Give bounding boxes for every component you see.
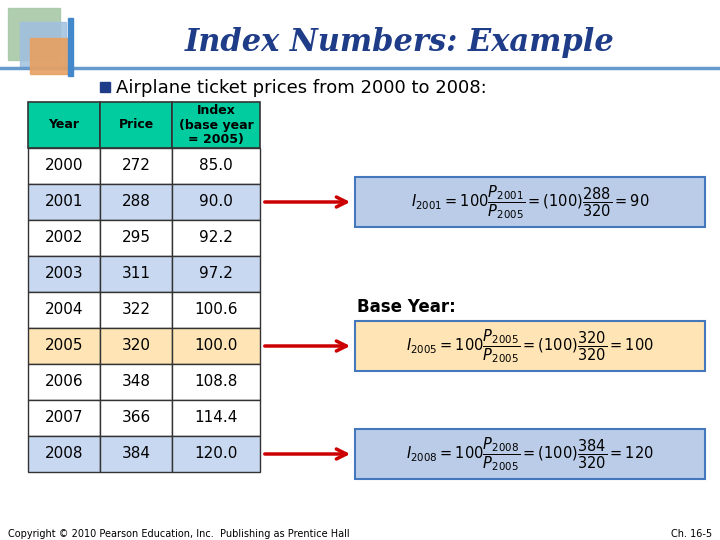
Bar (20, 22, 66, 68)
Bar (28, 364, 100, 400)
Text: 2002: 2002 (45, 231, 84, 246)
Text: 92.2: 92.2 (199, 231, 233, 246)
Bar (68, 18, 73, 76)
Text: 120.0: 120.0 (194, 447, 238, 462)
Bar (28, 436, 100, 472)
Text: Index Numbers: Example: Index Numbers: Example (185, 26, 615, 57)
Text: 2001: 2001 (45, 194, 84, 210)
Text: Airplane ticket prices from 2000 to 2008:: Airplane ticket prices from 2000 to 2008… (116, 79, 487, 97)
Text: 2000: 2000 (45, 159, 84, 173)
Text: 348: 348 (122, 375, 150, 389)
FancyBboxPatch shape (355, 321, 705, 371)
Text: 2007: 2007 (45, 410, 84, 426)
Text: 100.0: 100.0 (194, 339, 238, 354)
Text: $\mathit{I}_{2008} = 100\dfrac{P_{2008}}{P_{2005}} = (100)\dfrac{384}{320} = 120: $\mathit{I}_{2008} = 100\dfrac{P_{2008}}… (406, 435, 654, 473)
Text: 2005: 2005 (45, 339, 84, 354)
Bar (100, 256, 172, 292)
Text: 322: 322 (122, 302, 150, 318)
Bar (100, 436, 172, 472)
Bar (172, 220, 260, 256)
Text: Copyright © 2010 Pearson Education, Inc.  Publishing as Prentice Hall: Copyright © 2010 Pearson Education, Inc.… (8, 529, 350, 539)
Bar (28, 220, 100, 256)
Text: 311: 311 (122, 267, 150, 281)
Bar (100, 328, 172, 364)
Bar (172, 328, 260, 364)
Bar (28, 256, 100, 292)
Bar (100, 184, 172, 220)
Bar (172, 102, 260, 148)
Bar (172, 436, 260, 472)
Bar (172, 256, 260, 292)
Bar (100, 102, 172, 148)
FancyBboxPatch shape (355, 429, 705, 479)
Bar (100, 292, 172, 328)
Text: 2003: 2003 (45, 267, 84, 281)
Text: 97.2: 97.2 (199, 267, 233, 281)
Text: 2004: 2004 (45, 302, 84, 318)
Bar (172, 400, 260, 436)
Text: 100.6: 100.6 (194, 302, 238, 318)
Text: 85.0: 85.0 (199, 159, 233, 173)
Text: 384: 384 (122, 447, 150, 462)
Text: Year: Year (48, 118, 79, 132)
Text: 288: 288 (122, 194, 150, 210)
Bar (28, 292, 100, 328)
Bar (100, 400, 172, 436)
Text: 90.0: 90.0 (199, 194, 233, 210)
Bar (172, 148, 260, 184)
Bar (172, 292, 260, 328)
Text: Base Year:: Base Year: (357, 298, 456, 316)
Text: 2008: 2008 (45, 447, 84, 462)
FancyBboxPatch shape (355, 177, 705, 227)
Text: Ch. 16-5: Ch. 16-5 (671, 529, 712, 539)
Bar (100, 220, 172, 256)
Bar (28, 400, 100, 436)
Bar (100, 148, 172, 184)
Bar (100, 82, 110, 92)
Bar (28, 184, 100, 220)
Text: 366: 366 (122, 410, 150, 426)
Bar (100, 364, 172, 400)
Text: Price: Price (118, 118, 153, 132)
Bar (172, 184, 260, 220)
Text: Index
(base year
= 2005): Index (base year = 2005) (179, 104, 253, 146)
Bar (28, 102, 100, 148)
Text: 272: 272 (122, 159, 150, 173)
Bar (172, 364, 260, 400)
Text: 320: 320 (122, 339, 150, 354)
Bar (28, 328, 100, 364)
Bar (28, 148, 100, 184)
Text: 108.8: 108.8 (194, 375, 238, 389)
Text: 295: 295 (122, 231, 150, 246)
Text: $\mathit{I}_{2001} = 100\dfrac{P_{2001}}{P_{2005}} = (100)\dfrac{288}{320} = 90$: $\mathit{I}_{2001} = 100\dfrac{P_{2001}}… (411, 183, 649, 221)
Text: 114.4: 114.4 (194, 410, 238, 426)
Text: 2006: 2006 (45, 375, 84, 389)
Bar (30, 38, 72, 74)
Bar (8, 8, 60, 60)
Text: $\mathit{I}_{2005} = 100\dfrac{P_{2005}}{P_{2005}} = (100)\dfrac{320}{320} = 100: $\mathit{I}_{2005} = 100\dfrac{P_{2005}}… (406, 327, 654, 365)
